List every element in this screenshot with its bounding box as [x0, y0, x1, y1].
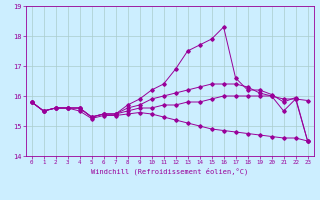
- X-axis label: Windchill (Refroidissement éolien,°C): Windchill (Refroidissement éolien,°C): [91, 168, 248, 175]
